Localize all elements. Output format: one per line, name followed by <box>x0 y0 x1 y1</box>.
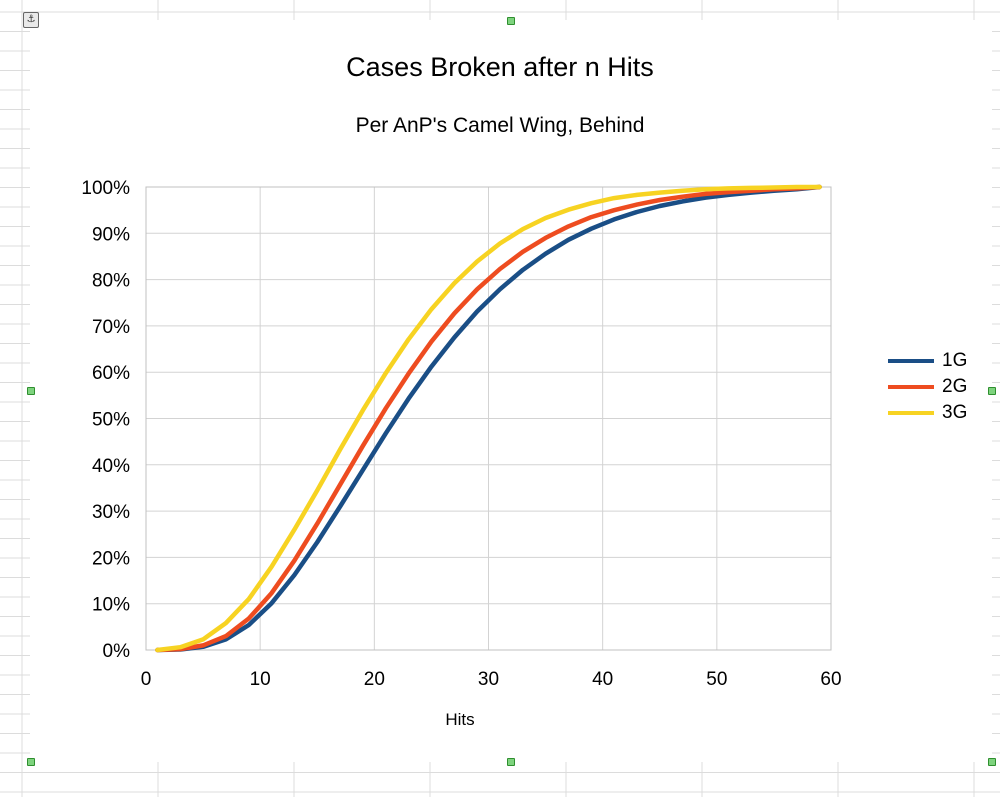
x-tick-label: 40 <box>592 669 613 690</box>
chart-frame[interactable] <box>30 20 992 762</box>
legend-swatch-3g <box>888 411 934 415</box>
series-line-2g <box>155 184 822 653</box>
series-line-3g <box>155 184 822 653</box>
x-tick-label: 10 <box>250 669 271 690</box>
legend-swatch-1g <box>888 359 934 363</box>
plot-border <box>145 186 832 651</box>
chart-legend: 1G 2G 3G <box>888 348 967 426</box>
x-tick-label: 50 <box>706 669 727 690</box>
legend-item-2g: 2G <box>888 374 967 400</box>
y-tick-label: 80% <box>92 271 130 292</box>
chart-title: Cases Broken after n Hits <box>346 52 654 82</box>
resize-handle-bottom[interactable] <box>507 758 515 766</box>
y-tick-label: 0% <box>103 641 131 662</box>
legend-swatch-2g <box>888 385 934 389</box>
y-tick-label: 100% <box>81 178 130 199</box>
chart-subtitle: Per AnP's Camel Wing, Behind <box>355 114 645 137</box>
x-tick-label: 60 <box>820 669 841 690</box>
anchor-icon[interactable]: ⚓ <box>23 12 39 28</box>
legend-item-3g: 3G <box>888 400 967 426</box>
y-tick-label: 40% <box>92 456 130 477</box>
resize-handle-top[interactable] <box>507 17 515 25</box>
series-line-1g <box>155 184 822 653</box>
x-tick-label: 30 <box>478 669 499 690</box>
y-tick-label: 20% <box>92 548 130 569</box>
y-tick-label: 70% <box>92 317 130 338</box>
y-tick-label: 30% <box>92 502 130 523</box>
x-tick-label: 0 <box>141 669 152 690</box>
legend-label-3g: 3G <box>942 402 968 423</box>
legend-label-2g: 2G <box>942 376 968 397</box>
legend-item-1g: 1G <box>888 348 967 374</box>
x-tick-label: 20 <box>364 669 385 690</box>
y-tick-label: 60% <box>92 363 130 384</box>
resize-handle-left[interactable] <box>27 387 35 395</box>
legend-label-1g: 1G <box>942 350 968 371</box>
y-tick-label: 90% <box>92 224 130 245</box>
resize-handle-right[interactable] <box>988 387 996 395</box>
y-tick-label: 10% <box>92 595 130 616</box>
y-tick-label: 50% <box>92 410 130 431</box>
resize-handle-bottom-right[interactable] <box>988 758 996 766</box>
resize-handle-bottom-left[interactable] <box>27 758 35 766</box>
x-axis-label: Hits <box>445 710 475 729</box>
